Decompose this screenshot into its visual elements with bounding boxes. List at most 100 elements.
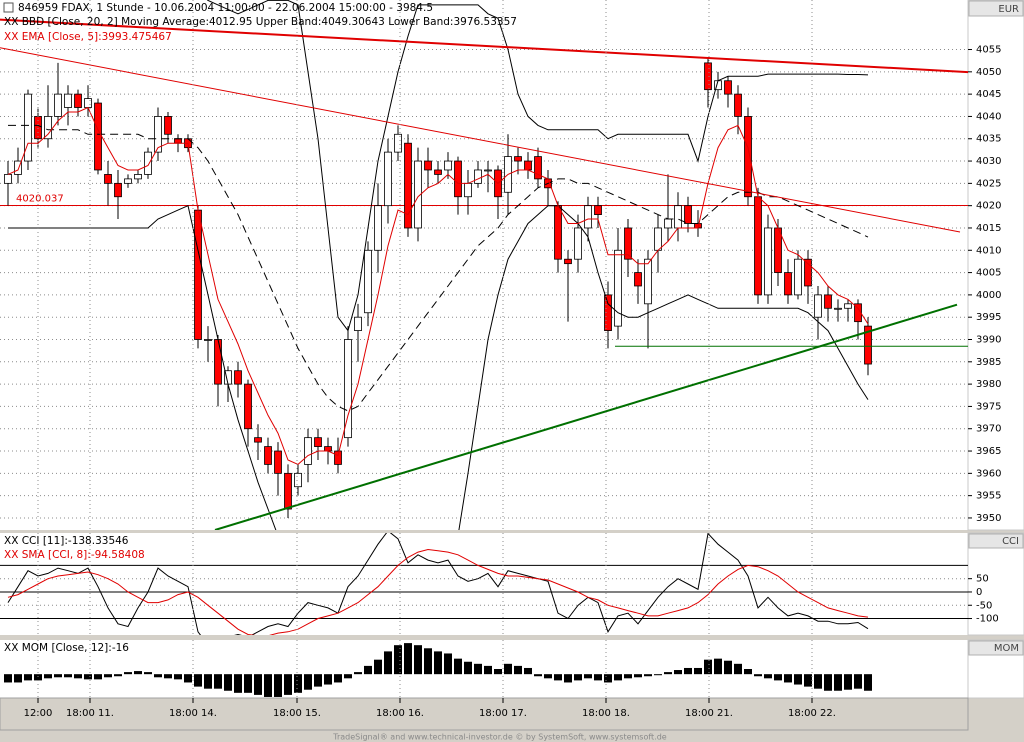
momentum-bar: [14, 674, 22, 683]
candle-body: [34, 116, 42, 140]
y-tick-label: 4020: [976, 201, 1001, 212]
candle-body: [134, 174, 142, 180]
momentum-bar: [404, 643, 412, 675]
candle-body: [614, 249, 622, 327]
candle-body: [664, 218, 672, 229]
x-tick-label: 18:00 22.: [788, 708, 836, 719]
y-tick-label: 4025: [976, 178, 1001, 189]
sma-legend: XX SMA [CCI, 8]:-94.58408: [4, 549, 145, 561]
momentum-bar: [154, 674, 162, 678]
momentum-bar: [494, 669, 502, 675]
candle-body: [444, 160, 452, 171]
candle-body: [234, 370, 242, 385]
momentum-bar: [524, 667, 532, 675]
momentum-bar: [534, 674, 542, 677]
momentum-bar: [214, 674, 222, 689]
y-tick-label: 3980: [976, 379, 1001, 390]
candle-body: [844, 303, 852, 309]
momentum-bar: [784, 674, 792, 683]
momentum-bar: [64, 674, 72, 678]
cci-axis: [967, 532, 1024, 636]
candle-body: [364, 249, 372, 314]
candle-body: [374, 205, 382, 251]
candle-body: [624, 227, 632, 260]
momentum-bar: [714, 658, 722, 675]
candle-body: [564, 258, 572, 265]
indicator-line: [7, 106, 869, 465]
price-title: 846959 FDAX, 1 Stunde - 10.06.2004 11:00…: [18, 2, 433, 14]
momentum-bar: [104, 674, 112, 678]
candle-body: [594, 205, 602, 215]
candle-body: [754, 196, 762, 296]
cci-panel-label: CCI: [1002, 536, 1019, 547]
candle-body: [94, 102, 102, 171]
candle-body: [734, 93, 742, 117]
candle-body: [214, 339, 222, 385]
y-tick-label: 3955: [976, 491, 1001, 502]
y-tick-label: 4015: [976, 223, 1001, 234]
candle-body: [744, 116, 752, 198]
momentum-bar: [694, 667, 702, 675]
candle-body: [404, 142, 412, 229]
candle-body: [484, 169, 492, 172]
ema-legend: XX EMA [Close, 5]:3993.475467: [4, 31, 172, 43]
momentum-bar: [4, 674, 12, 683]
candle-body: [304, 437, 312, 465]
momentum-bar: [194, 674, 202, 687]
momentum-bar: [624, 674, 632, 679]
indicator-line: [7, 533, 869, 635]
candle-body: [204, 339, 212, 341]
candle-body: [424, 160, 432, 171]
candle-body: [434, 169, 442, 175]
momentum-bar: [24, 674, 32, 681]
momentum-bar: [354, 672, 362, 675]
momentum-bar: [424, 648, 432, 675]
momentum-bar: [464, 661, 472, 675]
momentum-bar: [324, 674, 332, 685]
x-tick-label: 18:00 11.: [66, 708, 114, 719]
momentum-bar: [864, 674, 872, 691]
y-tick-label: 4010: [976, 245, 1001, 256]
momentum-bar: [674, 670, 682, 675]
candle-body: [334, 450, 342, 465]
y-tick-label: 4035: [976, 134, 1001, 145]
momentum-bar: [454, 658, 462, 675]
indicator-line: [8, 124, 869, 412]
momentum-bar: [234, 674, 242, 693]
unit-box: [968, 0, 1024, 17]
candle-body: [264, 446, 272, 465]
momentum-bar: [444, 653, 452, 675]
momentum-bar: [274, 674, 282, 697]
mom-box: [968, 640, 1024, 656]
x-tick-label: 12:00: [24, 708, 53, 719]
momentum-bar: [804, 674, 812, 687]
panel-marks: [0, 533, 968, 635]
candle-body: [124, 178, 132, 184]
y-tick-label: 4045: [976, 89, 1001, 100]
candle-body: [684, 205, 692, 224]
candle-body: [644, 258, 652, 305]
mom-panel-label: MOM: [994, 643, 1019, 654]
y-tick-label: -100: [976, 614, 999, 625]
y-tick-label: 4030: [976, 156, 1001, 167]
candle-body: [834, 307, 842, 310]
horizontal-line-label: 4020.037: [16, 193, 64, 204]
candle-body: [554, 205, 562, 260]
candle-body: [114, 182, 122, 198]
momentum-bar: [204, 674, 212, 689]
momentum-bar: [164, 674, 172, 679]
candle-body: [654, 227, 662, 251]
candle-body: [84, 98, 92, 108]
momentum-bar: [484, 665, 492, 675]
panel-marks: 4020.037: [0, 0, 968, 530]
momentum-bar: [44, 674, 52, 679]
momentum-bar: [84, 674, 92, 680]
footer: TradeSignal® and www.technical-investor.…: [332, 733, 667, 742]
candle-body: [704, 62, 712, 91]
momentum-bar: [184, 674, 192, 683]
indicator-line: [7, 548, 869, 635]
momentum-bar: [34, 674, 42, 681]
momentum-bar: [264, 674, 272, 697]
